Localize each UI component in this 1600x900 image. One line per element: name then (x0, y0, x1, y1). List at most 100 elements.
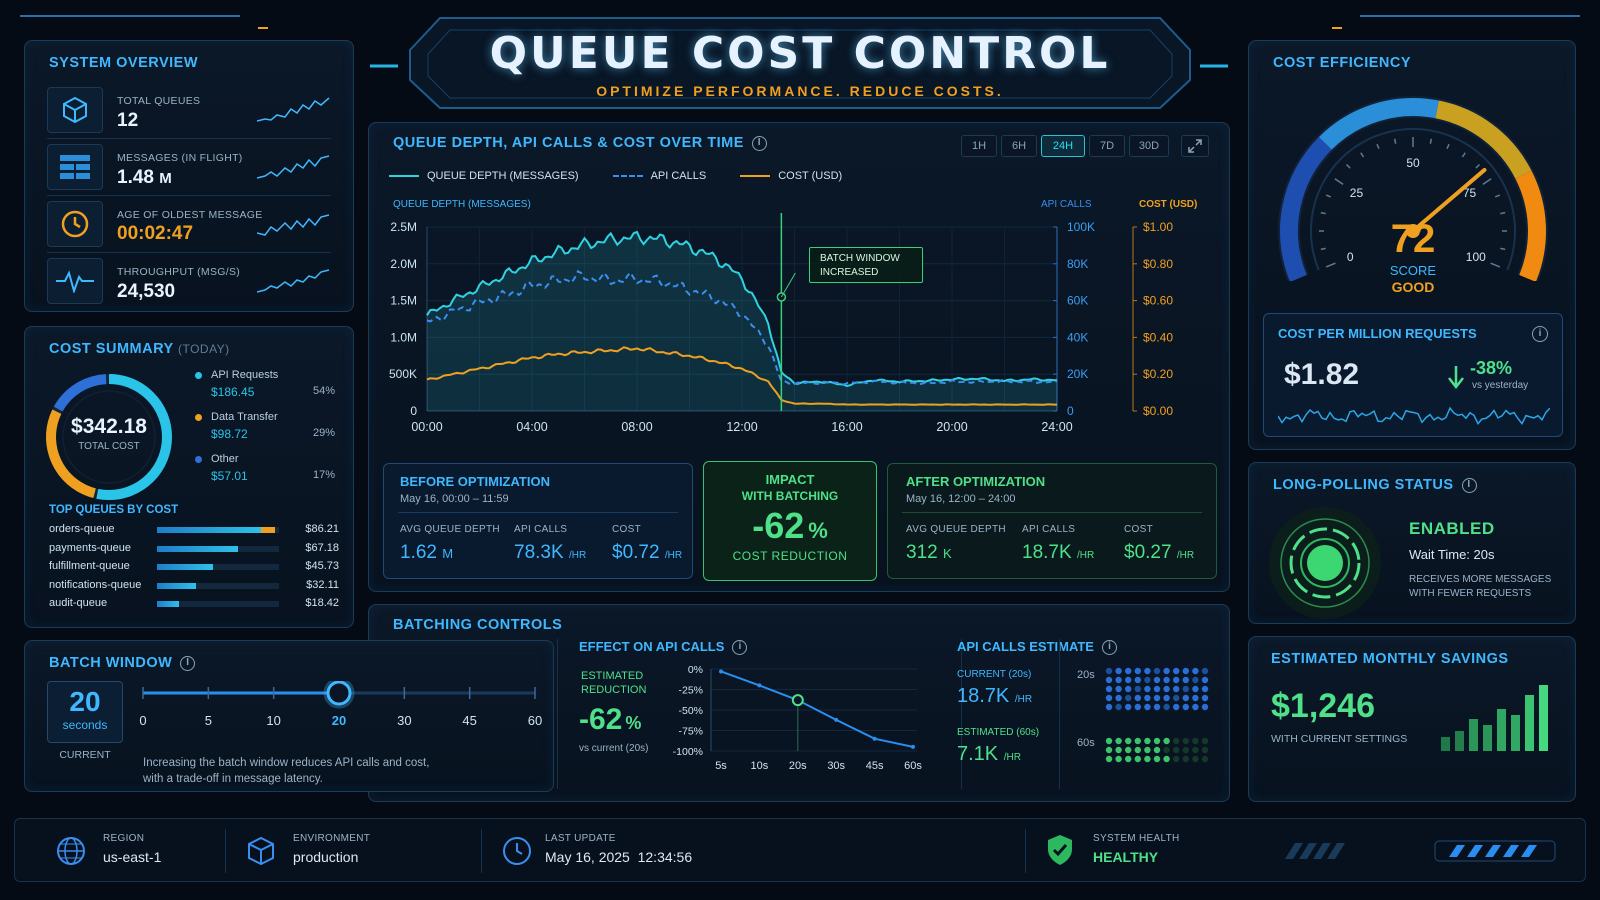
info-icon[interactable]: i (751, 135, 767, 151)
dot-current (1153, 694, 1161, 702)
impact-title: IMPACT (765, 472, 815, 487)
queue-value: $45.73 (305, 560, 339, 572)
before-title: BEFORE OPTIMIZATION (400, 474, 550, 489)
dot-current (1182, 667, 1189, 675)
gauge-tick (1320, 247, 1326, 251)
gauge-tick (1446, 143, 1450, 150)
batch-window-value-box[interactable]: 20 seconds (47, 681, 123, 743)
dot-current (1125, 676, 1132, 684)
dot-current (1153, 667, 1161, 675)
cost-item-value: $98.72 (211, 427, 248, 441)
divider (1025, 829, 1026, 873)
dot-current (1182, 685, 1189, 693)
top-queue-row[interactable]: audit-queue $18.42 (49, 597, 339, 616)
dot-current (1192, 694, 1199, 702)
api-calls-dot-grid (1105, 667, 1209, 763)
dot-current (1115, 703, 1122, 711)
top-queue-row[interactable]: orders-queue $86.21 (49, 523, 339, 542)
legend-dot (195, 414, 202, 421)
dot-current (1105, 667, 1113, 675)
dot-current (1173, 694, 1180, 702)
dot-estimated (1125, 755, 1132, 763)
gauge-tick (1320, 211, 1326, 215)
dot-current (1192, 703, 1199, 711)
dot-estimated (1134, 737, 1141, 745)
shield-check-icon (1048, 835, 1072, 865)
expand-icon[interactable] (1181, 135, 1209, 157)
cost-item-transfer: Data Transfer $98.72 29% (195, 411, 335, 453)
depth-area (427, 232, 1057, 411)
effect-x-tick: 10s (751, 760, 769, 772)
x-tick-label: 08:00 (621, 420, 652, 434)
x-tick-label: 24:00 (1041, 420, 1072, 434)
cpm-vs: vs yesterday (1472, 380, 1529, 391)
gauge-segment (1280, 136, 1332, 281)
dot-current (1144, 676, 1151, 684)
dot-estimated (1115, 755, 1122, 763)
dot-current (1125, 667, 1132, 675)
cost-item-pct: 54% (312, 385, 335, 397)
gauge-tick (1490, 262, 1501, 268)
list-icon (47, 144, 103, 190)
queue-bar (157, 601, 179, 607)
top-queue-row[interactable]: notifications-queue $32.11 (49, 579, 339, 598)
total-cost-value: $342.18 (71, 415, 147, 438)
cost-tick-label: $0.80 (1143, 257, 1173, 271)
oldest-age-label: AGE OF OLDEST MESSAGE (117, 209, 263, 221)
dot-current (1144, 685, 1151, 693)
x-tick-label: 16:00 (831, 420, 862, 434)
cpm-sparkline (1278, 406, 1550, 425)
info-icon[interactable]: i (1532, 326, 1548, 342)
range-1h-button[interactable]: 1H (961, 135, 997, 157)
polling-status: ENABLED (1409, 519, 1495, 538)
batch-window-title: BATCH WINDOW i (49, 655, 196, 671)
top-queue-row[interactable]: fulfillment-queue $45.73 (49, 560, 339, 579)
cost-efficiency-panel: COST EFFICIENCY 0 25 50 75 100 72 SCORE GOOD… (1248, 40, 1576, 450)
info-icon[interactable]: i (732, 640, 748, 656)
cube-icon (47, 87, 103, 133)
gauge-needle (1411, 167, 1487, 233)
after-title: AFTER OPTIMIZATION (906, 474, 1046, 489)
range-7d-button[interactable]: 7D (1089, 135, 1125, 157)
queue-bar-track (157, 564, 279, 570)
dot-estimated (1201, 746, 1209, 754)
slider-tick-label: 10 (266, 713, 280, 728)
radar-icon (1269, 507, 1381, 619)
api-tick-label: 60K (1067, 294, 1088, 308)
estimate-future-value: 7.1K /HR (957, 743, 1021, 765)
dot-estimated (1173, 755, 1180, 763)
effect-label: ESTIMATED REDUCTION (581, 670, 647, 696)
region-value: us-east-1 (103, 849, 162, 865)
dot-current (1173, 703, 1180, 711)
x-tick-label: 04:00 (516, 420, 547, 434)
dot-current (1182, 694, 1189, 702)
cost-item-name: API Requests (211, 369, 279, 381)
clock-icon (47, 201, 103, 247)
info-icon[interactable]: i (1101, 640, 1117, 656)
dot-estimated (1201, 755, 1209, 763)
estimate-current-label: CURRENT (20s) (957, 669, 1032, 680)
dot-current (1105, 694, 1113, 702)
dot-current (1201, 685, 1209, 693)
update-label: LAST UPDATE (545, 833, 616, 844)
range-6h-button[interactable]: 6H (1001, 135, 1037, 157)
series-line-depth (426, 230, 1058, 388)
gauge-tick (1325, 194, 1332, 198)
dot-estimated (1125, 737, 1132, 745)
top-queue-row[interactable]: payments-queue $67.18 (49, 542, 339, 561)
cost-tick-label: $0.20 (1143, 367, 1173, 381)
chart-title: QUEUE DEPTH, API CALLS & COST OVER TIME i (393, 135, 767, 151)
after-depth-value: 312 K (906, 542, 952, 563)
health-label: SYSTEM HEALTH (1093, 833, 1180, 844)
range-30d-button[interactable]: 30D (1129, 135, 1169, 157)
batch-window-slider[interactable]: 0 5 10 20 30 45 60 (135, 681, 545, 741)
info-icon[interactable]: i (180, 655, 196, 671)
range-24h-button[interactable]: 24H (1041, 135, 1085, 157)
dot-current (1192, 685, 1199, 693)
dot-current (1144, 703, 1151, 711)
cost-donut-chart (46, 374, 172, 500)
globe-icon (57, 837, 85, 865)
effect-point (757, 683, 762, 688)
x-tick-label: 12:00 (726, 420, 757, 434)
info-icon[interactable]: i (1461, 477, 1477, 493)
